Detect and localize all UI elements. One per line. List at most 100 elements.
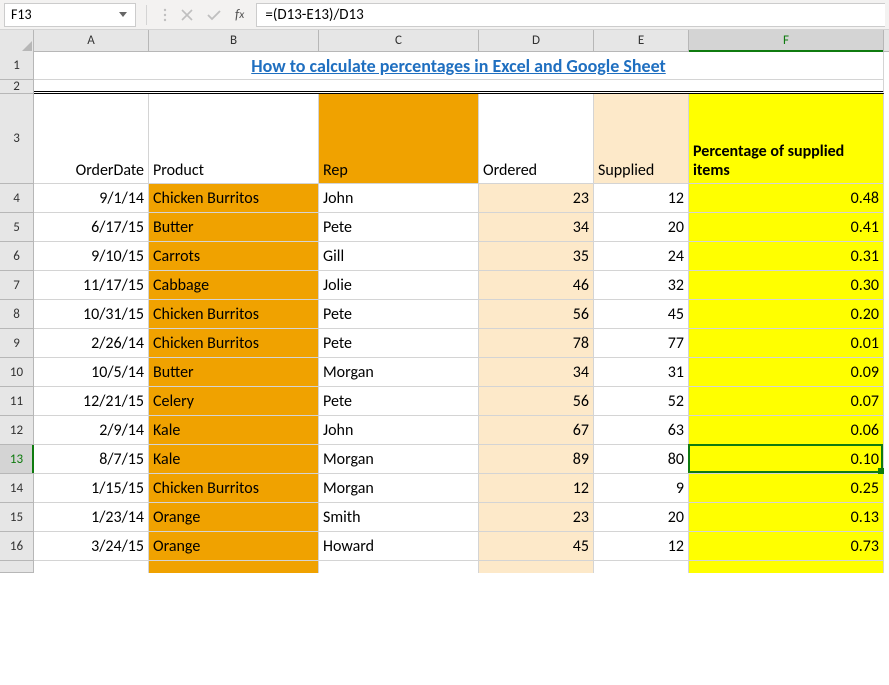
cell-A7[interactable]: 11/17/15: [34, 271, 149, 300]
column-header-C[interactable]: C: [319, 30, 479, 51]
column-header-B[interactable]: B: [149, 30, 319, 51]
cell-C15[interactable]: Smith: [319, 503, 479, 532]
cell-B9[interactable]: Chicken Burritos: [149, 329, 319, 358]
row-header-13[interactable]: 13: [0, 445, 34, 474]
cell-C9[interactable]: Pete: [319, 329, 479, 358]
cell-F11[interactable]: 0.07: [689, 387, 884, 416]
cell-F4[interactable]: 0.48: [689, 184, 884, 213]
cell-E9[interactable]: 77: [594, 329, 689, 358]
cell-A6[interactable]: 9/10/15: [34, 242, 149, 271]
cell-D14[interactable]: 12: [479, 474, 594, 503]
row-header-7[interactable]: 7: [0, 271, 34, 300]
cell-B10[interactable]: Butter: [149, 358, 319, 387]
cell-B7[interactable]: Cabbage: [149, 271, 319, 300]
row-header-9[interactable]: 9: [0, 329, 34, 358]
select-all-corner[interactable]: [0, 30, 34, 52]
cell-D9[interactable]: 78: [479, 329, 594, 358]
cell-D16[interactable]: 45: [479, 532, 594, 561]
cell-C10[interactable]: Morgan: [319, 358, 479, 387]
cell-F6[interactable]: 0.31: [689, 242, 884, 271]
cell-F12[interactable]: 0.06: [689, 416, 884, 445]
header-A[interactable]: OrderDate: [34, 94, 149, 184]
row-header-10[interactable]: 10: [0, 358, 34, 387]
formula-input[interactable]: =(D13-E13)/D13: [256, 3, 885, 27]
cell-A13[interactable]: 8/7/15: [34, 445, 149, 474]
cell-D5[interactable]: 34: [479, 213, 594, 242]
cell[interactable]: [34, 561, 149, 573]
cell-C12[interactable]: John: [319, 416, 479, 445]
cell-E11[interactable]: 52: [594, 387, 689, 416]
row-header-15[interactable]: 15: [0, 503, 34, 532]
cell[interactable]: [594, 561, 689, 573]
cell-B11[interactable]: Celery: [149, 387, 319, 416]
cells-area[interactable]: How to calculate percentages in Excel an…: [34, 52, 889, 685]
cell-A15[interactable]: 1/23/14: [34, 503, 149, 532]
cell-F15[interactable]: 0.13: [689, 503, 884, 532]
cell-E16[interactable]: 12: [594, 532, 689, 561]
enter-icon[interactable]: [207, 9, 221, 21]
cell-C8[interactable]: Pete: [319, 300, 479, 329]
row-header-5[interactable]: 5: [0, 213, 34, 242]
header-C[interactable]: Rep: [319, 94, 479, 184]
cell-F10[interactable]: 0.09: [689, 358, 884, 387]
cell-E7[interactable]: 32: [594, 271, 689, 300]
cell[interactable]: [149, 561, 319, 573]
row-header-16[interactable]: 16: [0, 532, 34, 561]
header-F[interactable]: Percentage of supplied items: [689, 94, 884, 184]
header-E[interactable]: Supplied: [594, 94, 689, 184]
cell-B16[interactable]: Orange: [149, 532, 319, 561]
cell-E4[interactable]: 12: [594, 184, 689, 213]
column-header-D[interactable]: D: [479, 30, 594, 51]
cell-E13[interactable]: 80: [594, 445, 689, 474]
cell-B8[interactable]: Chicken Burritos: [149, 300, 319, 329]
cell-A10[interactable]: 10/5/14: [34, 358, 149, 387]
cell-D12[interactable]: 67: [479, 416, 594, 445]
cell-E5[interactable]: 20: [594, 213, 689, 242]
cell-D10[interactable]: 34: [479, 358, 594, 387]
cell-E6[interactable]: 24: [594, 242, 689, 271]
cell-C14[interactable]: Morgan: [319, 474, 479, 503]
cell-A16[interactable]: 3/24/15: [34, 532, 149, 561]
cell-D4[interactable]: 23: [479, 184, 594, 213]
cell-B15[interactable]: Orange: [149, 503, 319, 532]
column-header-F[interactable]: F: [689, 30, 884, 51]
cell-E8[interactable]: 45: [594, 300, 689, 329]
cell-B5[interactable]: Butter: [149, 213, 319, 242]
cell-A8[interactable]: 10/31/15: [34, 300, 149, 329]
row-header-12[interactable]: 12: [0, 416, 34, 445]
column-header-E[interactable]: E: [594, 30, 689, 51]
row-header-6[interactable]: 6: [0, 242, 34, 271]
cell-D11[interactable]: 56: [479, 387, 594, 416]
cell-E12[interactable]: 63: [594, 416, 689, 445]
cell-F14[interactable]: 0.25: [689, 474, 884, 503]
cell-D13[interactable]: 89: [479, 445, 594, 474]
cell-F7[interactable]: 0.30: [689, 271, 884, 300]
cancel-icon[interactable]: [181, 9, 193, 21]
cell-E15[interactable]: 20: [594, 503, 689, 532]
cell-B12[interactable]: Kale: [149, 416, 319, 445]
row-header-1[interactable]: 1: [0, 52, 34, 80]
cell-F8[interactable]: 0.20: [689, 300, 884, 329]
header-D[interactable]: Ordered: [479, 94, 594, 184]
cell-A9[interactable]: 2/26/14: [34, 329, 149, 358]
name-box-dropdown-icon[interactable]: [117, 9, 129, 21]
cell-E10[interactable]: 31: [594, 358, 689, 387]
cell-B13[interactable]: Kale: [149, 445, 319, 474]
cell-C16[interactable]: Howard: [319, 532, 479, 561]
row-header-17[interactable]: [0, 561, 34, 573]
row-header-8[interactable]: 8: [0, 300, 34, 329]
column-header-A[interactable]: A: [34, 30, 149, 51]
cell-D6[interactable]: 35: [479, 242, 594, 271]
cell-F5[interactable]: 0.41: [689, 213, 884, 242]
cell-B6[interactable]: Carrots: [149, 242, 319, 271]
cell-B4[interactable]: Chicken Burritos: [149, 184, 319, 213]
cell-C7[interactable]: Jolie: [319, 271, 479, 300]
cell-C5[interactable]: Pete: [319, 213, 479, 242]
cell-C13[interactable]: Morgan: [319, 445, 479, 474]
cell-D15[interactable]: 23: [479, 503, 594, 532]
row-header-11[interactable]: 11: [0, 387, 34, 416]
cell[interactable]: [689, 561, 884, 573]
row-header-2[interactable]: 2: [0, 80, 34, 94]
cell-E14[interactable]: 9: [594, 474, 689, 503]
name-box[interactable]: F13: [4, 3, 136, 27]
